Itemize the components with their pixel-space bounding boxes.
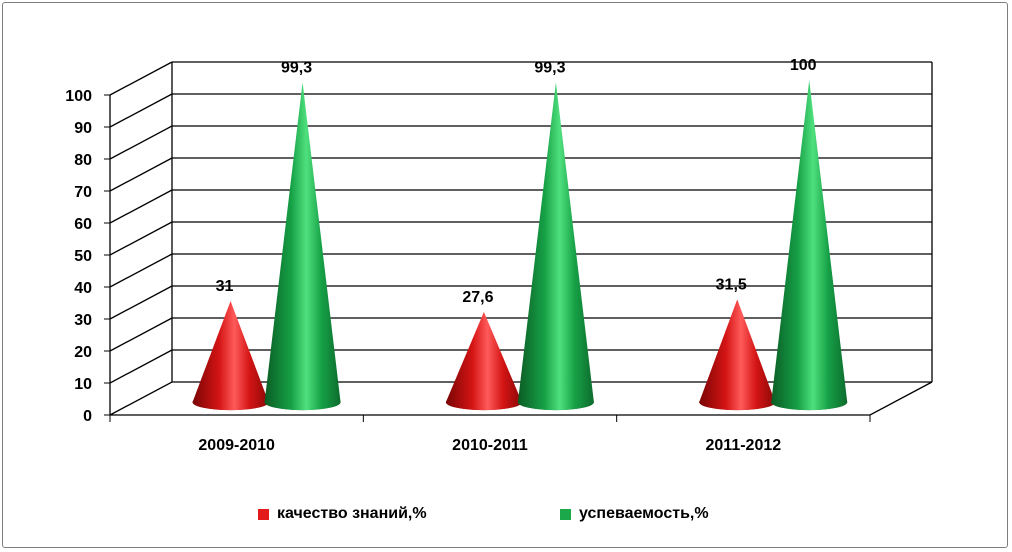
x-tick-label: 2010-2011	[452, 437, 528, 454]
legend-swatch-quality	[258, 508, 269, 520]
gridline-side	[109, 189, 173, 224]
y-tick-label: 70	[74, 184, 92, 201]
y-tick-label: 60	[74, 216, 92, 233]
gridline-side	[109, 317, 173, 352]
cone-quality	[445, 311, 522, 411]
y-tick-label: 30	[74, 312, 92, 329]
data-label: 99,3	[281, 59, 312, 76]
data-label: 99,3	[534, 59, 565, 76]
gridline-side	[109, 157, 173, 192]
y-tick-label: 0	[83, 408, 92, 425]
axes: 0 10 20 30 40 50 60 70 80 90 100 2009-2010 2010-2011…	[65, 62, 933, 454]
gridline-side	[109, 285, 173, 320]
cone-body	[699, 299, 776, 411]
cone-quality	[699, 299, 776, 411]
legend-swatch-progress	[560, 508, 571, 520]
data-label: 31	[216, 278, 234, 295]
y-tick-label: 40	[74, 280, 92, 297]
data-label: 100	[790, 57, 817, 74]
cone-progress	[264, 82, 341, 411]
y-tick-label: 80	[74, 152, 92, 169]
cone-progress	[771, 80, 848, 411]
cone-progress	[517, 82, 594, 411]
data-labels: 31 99,3 27,6 99,3 31,5 100	[216, 57, 817, 306]
cone-body	[264, 82, 341, 411]
cone-body	[771, 80, 848, 411]
cone-body	[192, 300, 269, 411]
x-tick-label: 2011-2012	[706, 437, 782, 454]
cones	[192, 80, 848, 411]
y-tick-label: 10	[74, 376, 92, 393]
gridline-side	[109, 221, 173, 256]
x-tick-label: 2009-2010	[198, 437, 275, 454]
gridline-side	[109, 125, 173, 160]
legend-item-progress: успеваемость,%	[560, 505, 709, 523]
data-label: 27,6	[462, 289, 493, 306]
cone-body	[445, 311, 522, 411]
cone-body	[517, 82, 594, 411]
gridline-side	[109, 61, 173, 96]
gridline-side	[109, 93, 173, 128]
legend-label-quality: качество знаний,%	[277, 505, 427, 522]
cone-quality	[192, 300, 269, 411]
data-label: 31,5	[716, 276, 747, 293]
legend: качество знаний,% успеваемость,%	[0, 505, 1012, 529]
y-tick-label: 100	[65, 88, 92, 105]
legend-item-quality: качество знаний,%	[258, 505, 427, 523]
y-tick-label: 90	[74, 120, 92, 137]
gridline-side	[109, 349, 173, 384]
legend-label-progress: успеваемость,%	[579, 505, 709, 522]
y-tick-label: 50	[74, 248, 92, 265]
y-tick-label: 20	[74, 344, 92, 361]
gridline-side	[109, 253, 173, 288]
